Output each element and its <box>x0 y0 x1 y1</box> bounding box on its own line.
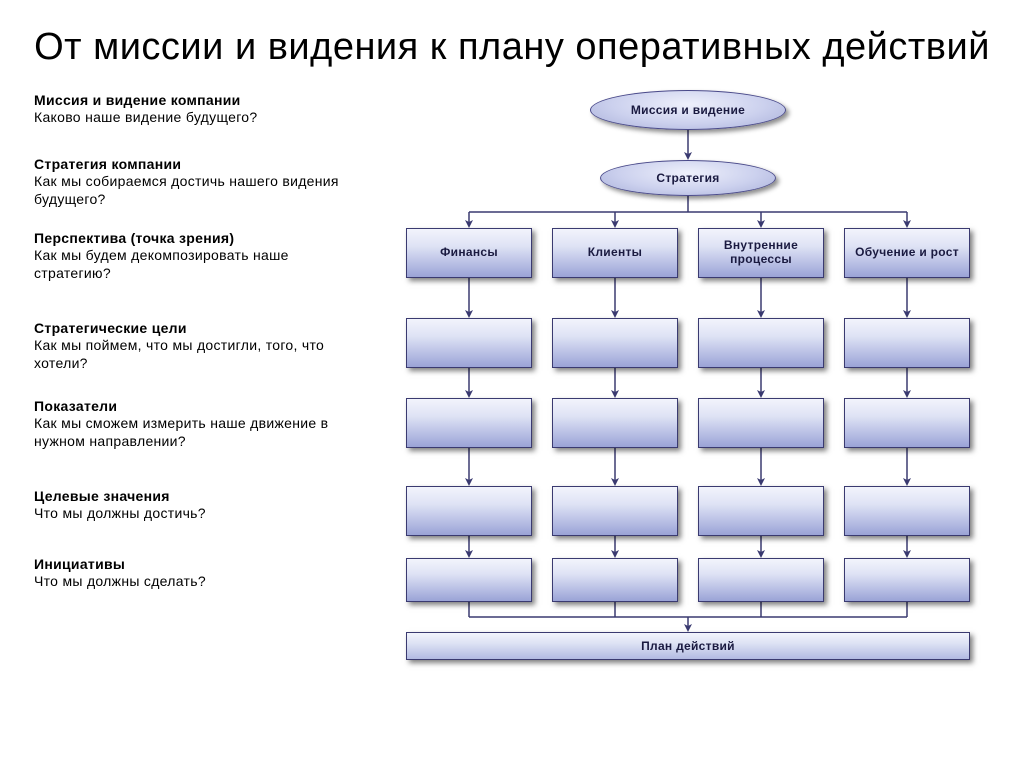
grid-box-r1-c0 <box>406 318 532 368</box>
plan-box: План действий <box>406 632 970 660</box>
question-text: Как мы сможем измерить наше движение в н… <box>34 415 354 450</box>
question-block-1: Стратегия компанииКак мы собираемся дост… <box>34 156 354 209</box>
grid-box-r3-c1 <box>552 486 678 536</box>
mission-ellipse: Миссия и видение <box>590 90 786 130</box>
question-heading: Стратегические цели <box>34 320 354 338</box>
strategy-ellipse: Стратегия <box>600 160 776 196</box>
grid-box-r3-c2 <box>698 486 824 536</box>
grid-box-r4-c3 <box>844 558 970 602</box>
perspective-box-3: Обучение и рост <box>844 228 970 278</box>
question-block-6: ИнициативыЧто мы должны сделать? <box>34 556 206 591</box>
question-block-0: Миссия и видение компанииКаково наше вид… <box>34 92 257 127</box>
grid-box-r4-c1 <box>552 558 678 602</box>
question-block-3: Стратегические целиКак мы поймем, что мы… <box>34 320 354 373</box>
question-text: Каково наше видение будущего? <box>34 109 257 127</box>
grid-box-r4-c2 <box>698 558 824 602</box>
question-heading: Целевые значения <box>34 488 206 506</box>
grid-box-r1-c1 <box>552 318 678 368</box>
question-heading: Миссия и видение компании <box>34 92 257 110</box>
question-text: Что мы должны сделать? <box>34 573 206 591</box>
perspective-box-2: Внутренние процессы <box>698 228 824 278</box>
question-heading: Инициативы <box>34 556 206 574</box>
question-heading: Перспектива (точка зрения) <box>34 230 354 248</box>
grid-box-r4-c0 <box>406 558 532 602</box>
question-block-5: Целевые значенияЧто мы должны достичь? <box>34 488 206 523</box>
question-text: Как мы поймем, что мы достигли, того, чт… <box>34 337 354 372</box>
perspective-box-0: Финансы <box>406 228 532 278</box>
diagram: Миссия и видение Стратегия Финансы Клиенты В… <box>384 90 992 680</box>
grid-box-r1-c3 <box>844 318 970 368</box>
grid-box-r2-c3 <box>844 398 970 448</box>
question-block-2: Перспектива (точка зрения)Как мы будем д… <box>34 230 354 283</box>
question-heading: Стратегия компании <box>34 156 354 174</box>
grid-box-r3-c3 <box>844 486 970 536</box>
grid-box-r1-c2 <box>698 318 824 368</box>
question-text: Как мы будем декомпозировать наше страте… <box>34 247 354 282</box>
grid-box-r2-c1 <box>552 398 678 448</box>
content-area: Миссия и видение компанииКаково наше вид… <box>0 90 1024 690</box>
question-text: Как мы собираемся достичь нашего видения… <box>34 173 354 208</box>
question-block-4: ПоказателиКак мы сможем измерить наше дв… <box>34 398 354 451</box>
question-text: Что мы должны достичь? <box>34 505 206 523</box>
grid-box-r3-c0 <box>406 486 532 536</box>
question-heading: Показатели <box>34 398 354 416</box>
slide-title: От миссии и видения к плану оперативных … <box>0 0 1024 72</box>
grid-box-r2-c2 <box>698 398 824 448</box>
grid-box-r2-c0 <box>406 398 532 448</box>
perspective-box-1: Клиенты <box>552 228 678 278</box>
